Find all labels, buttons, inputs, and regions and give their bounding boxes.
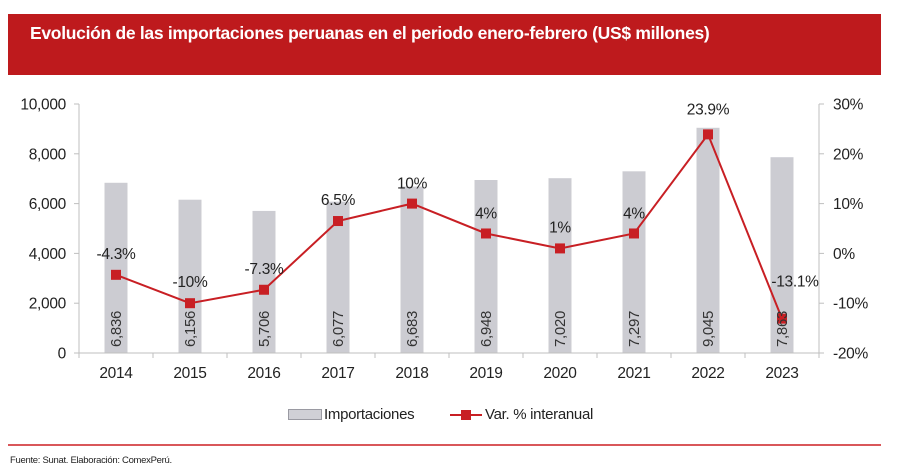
bar-value-label: 6,156: [182, 311, 199, 347]
right-tick-label: -10%: [833, 296, 869, 313]
variation-marker-2015: [185, 298, 195, 309]
legend-line-swatch: [450, 408, 482, 422]
bar-value-label: 7,863: [774, 311, 791, 347]
x-tick-label: 2019: [469, 365, 502, 382]
bar-2020: [548, 178, 572, 353]
variation-marker-2022: [703, 129, 713, 140]
left-tick-label: 10,000: [20, 97, 66, 114]
bar-2015: [178, 199, 202, 353]
bar-value-label: 6,683: [404, 311, 421, 347]
bar-2022: [696, 127, 720, 353]
x-tick-label: 2017: [321, 365, 354, 382]
bar-value-label: 6,836: [108, 311, 125, 347]
right-tick-label: 30%: [833, 97, 864, 114]
bar-2017: [326, 201, 350, 353]
variation-label: 4%: [623, 205, 645, 222]
variation-label: -4.3%: [97, 246, 137, 263]
variation-label: -13.1%: [771, 274, 819, 291]
x-tick-label: 2014: [99, 365, 133, 382]
chart-title: Evolución de las importaciones peruanas …: [30, 23, 710, 43]
variation-label: 10%: [397, 176, 428, 193]
variation-label: 1%: [549, 219, 571, 236]
right-tick-label: -20%: [833, 346, 869, 363]
variation-marker-2016: [259, 284, 269, 295]
legend-label-importaciones: Importaciones: [324, 406, 415, 423]
variation-marker-2021: [629, 228, 639, 239]
left-tick-label: 8,000: [29, 146, 67, 163]
right-tick-label: 10%: [833, 196, 864, 213]
variation-label: 23.9%: [687, 101, 730, 118]
bar-value-label: 9,045: [700, 311, 717, 347]
left-tick-label: 0: [58, 346, 67, 363]
bar-value-label: 6,077: [330, 311, 347, 347]
variation-label: 4%: [475, 205, 497, 222]
legend-label-variacion: Var. % interanual: [485, 406, 594, 423]
legend: Importaciones Var. % interanual: [0, 406, 905, 428]
variation-marker-2019: [481, 228, 491, 239]
bar-2016: [252, 210, 276, 353]
left-tick-label: 4,000: [29, 246, 67, 263]
variation-label: -7.3%: [245, 261, 285, 278]
bar-value-label: 6,948: [478, 311, 495, 347]
bar-2014: [104, 182, 128, 353]
bar-value-label: 5,706: [256, 311, 273, 347]
source-note: Fuente: Sunat. Elaboración: ComexPerú.: [10, 455, 172, 466]
left-tick-label: 6,000: [29, 196, 67, 213]
variation-marker-2023: [777, 313, 787, 324]
legend-item-variacion: Var. % interanual: [450, 406, 593, 423]
chart-header: [8, 14, 881, 75]
x-tick-label: 2020: [543, 365, 577, 382]
x-tick-label: 2016: [247, 365, 280, 382]
x-tick-label: 2021: [617, 365, 650, 382]
bar-2018: [400, 186, 424, 353]
legend-item-importaciones: Importaciones: [288, 406, 415, 423]
x-tick-label: 2015: [173, 365, 206, 382]
right-tick-label: 0%: [833, 246, 855, 263]
bar-value-label: 7,020: [552, 311, 569, 347]
left-tick-label: 2,000: [29, 296, 67, 313]
variation-marker-2018: [407, 198, 417, 209]
legend-bar-swatch: [288, 409, 322, 420]
footer-divider: [8, 444, 881, 446]
variation-marker-2020: [555, 243, 565, 254]
variation-marker-2014: [111, 269, 121, 280]
right-tick-label: 20%: [833, 146, 864, 163]
variation-marker-2017: [333, 216, 343, 227]
x-tick-label: 2018: [395, 365, 428, 382]
bar-2021: [622, 171, 646, 353]
variation-label: 6.5%: [321, 192, 356, 209]
variation-label: -10%: [173, 274, 209, 291]
x-tick-label: 2023: [765, 365, 798, 382]
variation-line: [115, 132, 783, 320]
bar-value-label: 7,297: [626, 311, 643, 347]
bar-2019: [474, 179, 498, 353]
x-tick-label: 2022: [691, 365, 724, 382]
